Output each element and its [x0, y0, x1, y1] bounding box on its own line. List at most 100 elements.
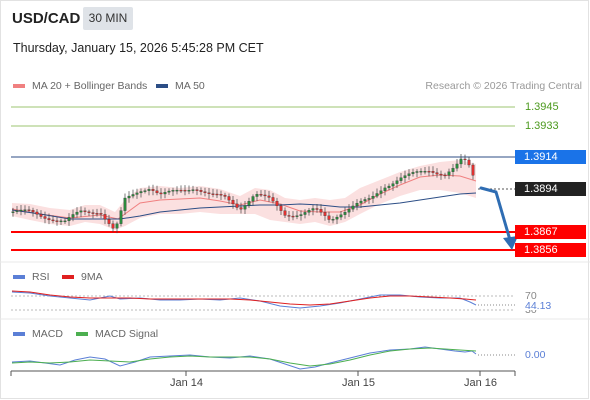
candle-body	[115, 223, 119, 229]
candle-body	[327, 215, 331, 220]
candle-body	[79, 210, 83, 213]
candle-body	[375, 193, 379, 197]
candle-body	[55, 220, 59, 222]
candle-body	[195, 189, 199, 191]
candle-body	[99, 213, 103, 215]
candle-body	[435, 172, 439, 175]
candle-body	[447, 171, 451, 176]
candle-body	[83, 210, 87, 212]
candle-body	[351, 205, 355, 210]
rsi-level-30-label: 30	[525, 310, 537, 315]
candle-body	[131, 194, 135, 197]
candle-body	[275, 200, 279, 206]
candle-body	[203, 191, 207, 193]
rsi-level-70-label: 70	[525, 290, 537, 302]
candle-body	[391, 183, 395, 187]
candle-body	[371, 195, 375, 199]
candle-body	[363, 199, 367, 202]
legend-rsi: RSI	[13, 271, 50, 283]
level-label-1.3945: 1.3945	[525, 101, 559, 113]
candle-body	[39, 214, 43, 217]
candle-body	[259, 194, 263, 196]
candle-body	[71, 214, 75, 218]
candle-body	[331, 219, 335, 221]
candle-body	[179, 189, 183, 192]
candle-body	[23, 209, 27, 211]
candle-body	[427, 171, 431, 173]
support-price-tag-1: 1.3867	[515, 225, 586, 239]
ma20-swatch-icon	[13, 84, 25, 88]
candle-body	[263, 194, 267, 197]
candle-body	[467, 159, 471, 166]
forecast-arrow	[479, 186, 512, 242]
candle-body	[419, 171, 423, 173]
candle-body	[283, 210, 287, 216]
candle-body	[143, 190, 147, 192]
x-axis-label-jan15: Jan 15	[342, 377, 376, 389]
candle-body	[355, 202, 359, 207]
candle-body	[279, 205, 283, 211]
legend-9ma-label: 9MA	[81, 271, 103, 283]
candle-body	[231, 199, 235, 205]
macd-swatch-icon	[13, 332, 25, 336]
candle-body	[347, 209, 351, 213]
legend-macd: MACD	[13, 328, 63, 340]
candle-body	[163, 192, 167, 195]
candle-body	[379, 190, 383, 194]
candle-body	[399, 177, 403, 181]
candle-body	[439, 173, 443, 176]
candle-body	[43, 216, 47, 219]
candle-body	[31, 210, 35, 213]
candle-body	[111, 223, 115, 229]
legend-ma20: MA 20 + Bollinger Bands	[13, 80, 147, 92]
legend-ma50-label: MA 50	[175, 80, 205, 92]
candle-body	[387, 185, 391, 189]
candle-body	[271, 197, 275, 202]
legend-ma50: MA 50	[156, 80, 205, 92]
candle-body	[251, 196, 255, 202]
candle-body	[243, 205, 247, 210]
x-axis-label-jan16: Jan 16	[464, 377, 498, 389]
candle-body	[223, 194, 227, 197]
candle-body	[367, 198, 371, 200]
interval-button[interactable]: 30 MIN	[83, 7, 133, 30]
candle-body	[287, 215, 291, 217]
level-label-1.3933: 1.3933	[525, 120, 559, 132]
legend-macd-signal-label: MACD Signal	[95, 328, 159, 340]
macd-signal-swatch-icon	[76, 332, 88, 336]
candle-body	[167, 190, 171, 193]
candle-body	[147, 189, 151, 191]
candle-body	[215, 193, 219, 196]
candle-body	[359, 200, 363, 204]
candle-body	[19, 209, 23, 212]
candle-body	[239, 207, 243, 210]
candle-body	[319, 208, 323, 213]
candle-body	[423, 171, 427, 173]
candle-body	[63, 220, 67, 223]
ma50-line	[11, 192, 477, 220]
candle-body	[471, 164, 475, 176]
candle-body	[307, 210, 311, 213]
legend-macd-label: MACD	[32, 328, 63, 340]
candle-body	[95, 213, 99, 215]
candle-body	[343, 212, 347, 215]
candle-body	[407, 173, 411, 176]
datetime-label: Thursday, January 15, 2026 5:45:28 PM CE…	[13, 41, 264, 55]
legend-rsi-label: RSI	[32, 271, 50, 283]
rsi-swatch-icon	[13, 275, 25, 279]
candle-body	[255, 194, 259, 197]
candle-body	[339, 214, 343, 218]
legend-ma20-label: MA 20 + Bollinger Bands	[32, 80, 148, 92]
candle-body	[211, 193, 215, 195]
candle-body	[35, 211, 39, 215]
candle-body	[431, 171, 435, 173]
candle-body	[15, 210, 19, 212]
candle-body	[411, 172, 415, 174]
candle-body	[187, 190, 191, 192]
ma50-swatch-icon	[156, 84, 168, 88]
candle-body	[139, 191, 143, 194]
candle-body	[443, 174, 447, 177]
candle-body	[415, 171, 419, 173]
x-axis-label-jan14: Jan 14	[170, 377, 204, 389]
